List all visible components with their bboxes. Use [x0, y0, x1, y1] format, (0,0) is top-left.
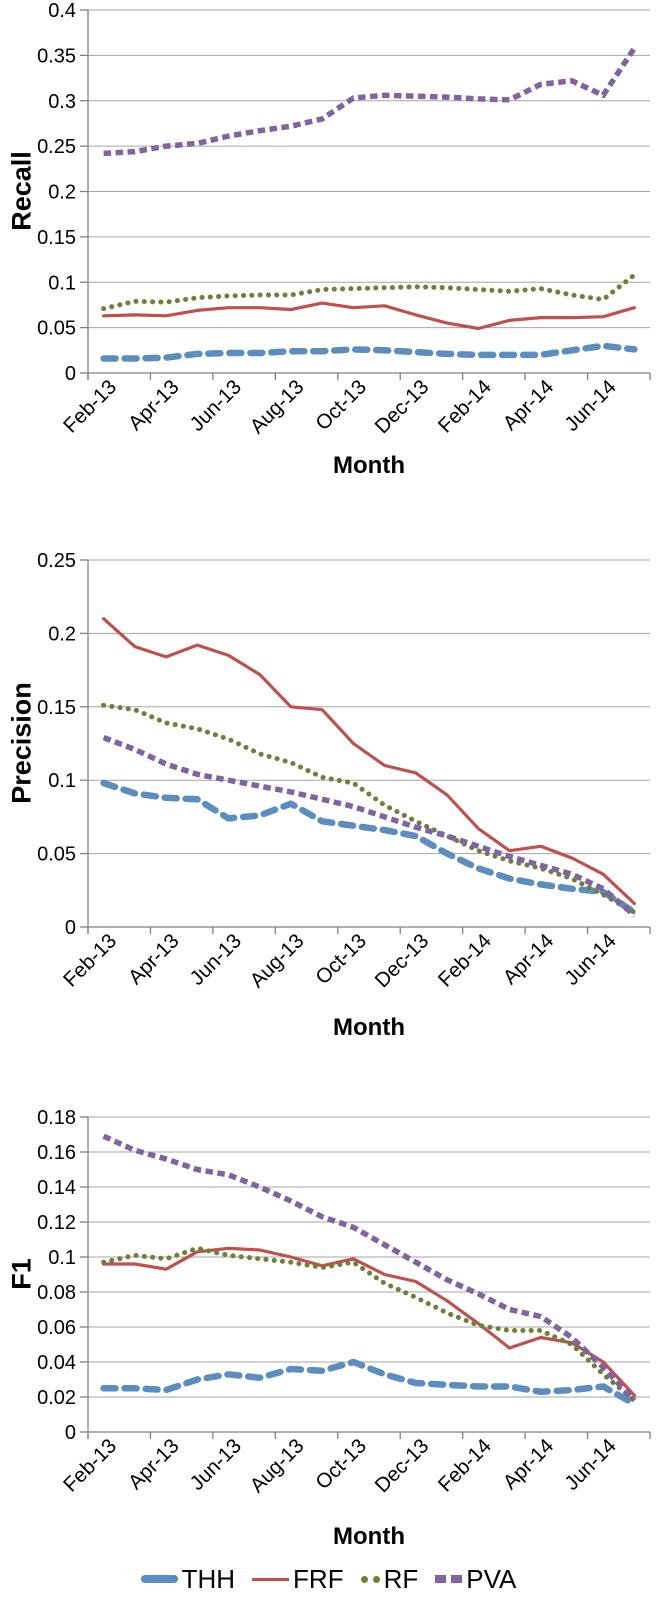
- y-tick-label: 0.16: [37, 1142, 76, 1164]
- y-tick-label: 0.1: [48, 1247, 76, 1269]
- x-tick-label: Apr-14: [498, 375, 558, 435]
- series-RF-line: [101, 272, 637, 312]
- precision-axis-title: Precision: [6, 682, 37, 804]
- x-tick-label: Dec-13: [370, 929, 433, 992]
- x-tick-label: Jun-13: [185, 929, 246, 990]
- legend: THH FRF RF PVA: [0, 1562, 657, 1596]
- x-tick-label: Feb-14: [434, 1434, 496, 1496]
- y-tick-label: 0.05: [37, 844, 76, 866]
- x-tick-label: Jun-14: [560, 1434, 621, 1495]
- x-tick-label: Aug-13: [245, 375, 308, 438]
- legend-item-thh: THH: [140, 1563, 236, 1595]
- y-tick-label: 0.05: [37, 318, 76, 340]
- y-tick-label: 0.14: [37, 1177, 76, 1199]
- y-tick-label: 0.25: [37, 136, 76, 158]
- legend-label: THH: [181, 1563, 236, 1594]
- legend-label: PVA: [466, 1563, 517, 1594]
- x-tick-label: Aug-13: [245, 929, 308, 992]
- thh-line-swatch: [140, 1575, 178, 1583]
- x-tick-label: Apr-14: [498, 929, 558, 989]
- x-tick-label: Jun-14: [560, 375, 621, 436]
- series-THH-line: [100, 342, 638, 362]
- f1-chart: 0 0.02 0.04 0.06 0.08 0.1 0.12 0.14 0.16 0.18 Feb-…: [37, 1107, 651, 1497]
- legend-label: RF: [383, 1563, 419, 1594]
- legend-label: FRF: [293, 1563, 344, 1594]
- y-tick-label: 0.08: [37, 1282, 76, 1304]
- x-tick-label: Apr-13: [124, 375, 184, 435]
- y-tick-label: 0: [65, 1422, 76, 1444]
- y-tick-label: 0.06: [37, 1317, 76, 1339]
- series-PVA-line: [102, 1133, 637, 1403]
- x-tick-label: Oct-13: [311, 929, 371, 989]
- x-tick-label: Jun-13: [185, 1434, 246, 1495]
- y-tick-label: 0.04: [37, 1352, 76, 1374]
- series-FRF-line: [101, 617, 637, 906]
- series-THH-line: [100, 779, 638, 916]
- legend-item-rf: RF: [360, 1563, 419, 1595]
- series-THH-line: [100, 1358, 638, 1408]
- y-tick-label: 0: [65, 363, 76, 385]
- x-tick-label: Aug-13: [245, 1434, 308, 1497]
- y-tick-label: 0.2: [48, 623, 76, 645]
- x-tick-label: Oct-13: [311, 1434, 371, 1494]
- x-tick-label: Apr-13: [124, 1434, 184, 1494]
- y-tick-label: 0.4: [48, 0, 76, 22]
- x-tick-label: Jun-13: [185, 375, 246, 436]
- rf-line-swatch: [360, 1575, 380, 1583]
- y-tick-label: 0.15: [37, 227, 76, 249]
- series-RF-line: [101, 702, 637, 915]
- x-tick-label: Apr-14: [498, 1434, 558, 1494]
- y-tick-label: 0.12: [37, 1212, 76, 1234]
- x-tick-label: Dec-13: [370, 375, 433, 438]
- y-tick-label: 0.25: [37, 550, 76, 572]
- month-axis-title: Month: [333, 452, 405, 479]
- y-tick-label: 0.1: [48, 272, 76, 294]
- series-RF-line: [101, 1245, 637, 1403]
- x-tick-label: Jun-14: [560, 929, 621, 990]
- series-FRF-line: [101, 301, 637, 331]
- legend-item-frf: FRF: [252, 1564, 344, 1595]
- y-tick-label: 0.02: [37, 1387, 76, 1409]
- y-tick-label: 0.35: [37, 45, 76, 67]
- series-FRF-line: [101, 1246, 637, 1397]
- f1-axis-title: F1: [6, 1258, 37, 1290]
- y-tick-label: 0: [65, 917, 76, 939]
- recall-axis-title: Recall: [6, 151, 37, 231]
- legend-item-pva: PVA: [435, 1564, 516, 1595]
- y-tick-label: 0.2: [48, 182, 76, 204]
- x-tick-label: Apr-13: [124, 929, 184, 989]
- y-tick-label: 0.1: [48, 770, 76, 792]
- x-tick-label: Feb-14: [434, 929, 496, 991]
- x-tick-label: Feb-14: [434, 375, 496, 437]
- month-axis-title: Month: [333, 1014, 405, 1041]
- series-PVA-line: [102, 735, 637, 918]
- pva-line-swatch: [435, 1575, 463, 1583]
- frf-line-swatch: [252, 1577, 290, 1581]
- series-PVA-line: [103, 46, 637, 157]
- y-tick-label: 0.15: [37, 697, 76, 719]
- x-tick-label: Oct-13: [311, 375, 371, 435]
- y-tick-label: 0.18: [37, 1107, 76, 1129]
- y-tick-label: 0.3: [48, 91, 76, 113]
- month-axis-title: Month: [333, 1523, 405, 1550]
- x-tick-label: Dec-13: [370, 1434, 433, 1497]
